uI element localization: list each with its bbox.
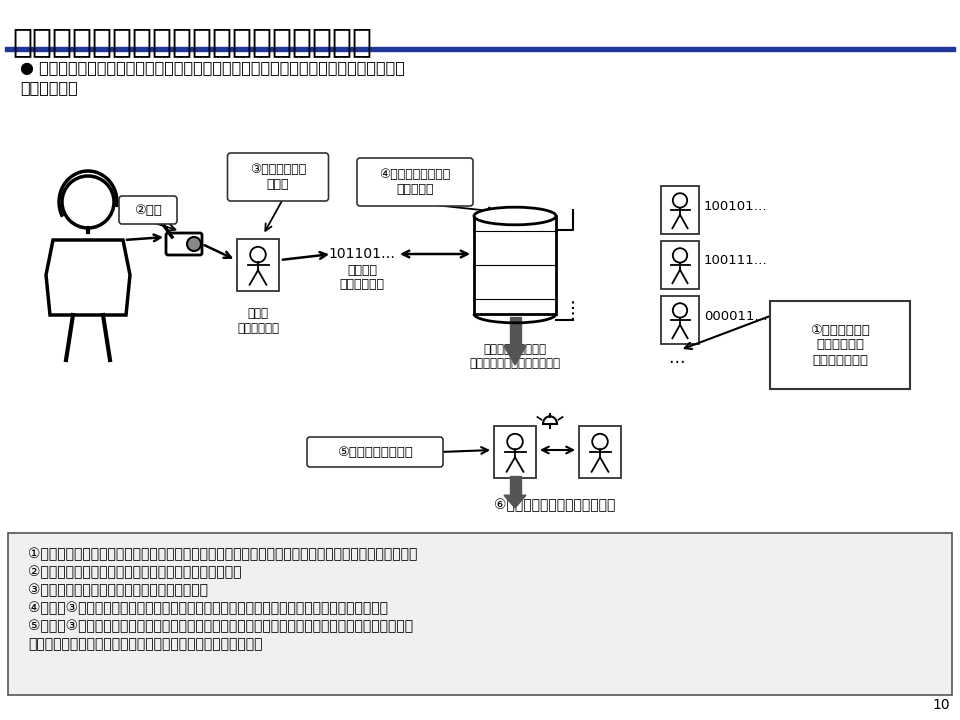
FancyBboxPatch shape <box>166 233 202 255</box>
Ellipse shape <box>474 207 556 225</box>
Text: ③　撮影された顔画像から顔特徴データを抽出: ③ 撮影された顔画像から顔特徴データを抽出 <box>28 583 208 597</box>
FancyBboxPatch shape <box>119 196 177 224</box>
Polygon shape <box>504 346 526 365</box>
Circle shape <box>592 433 608 449</box>
Circle shape <box>62 176 114 228</box>
Text: 顔識別機能付きカメラシステムについて: 顔識別機能付きカメラシステムについて <box>12 25 372 58</box>
Text: ①事前に顔特徴
データを登録
（個人データ）: ①事前に顔特徴 データを登録 （個人データ） <box>810 323 870 366</box>
Text: 10: 10 <box>932 698 950 712</box>
Polygon shape <box>46 240 130 315</box>
Circle shape <box>507 433 523 449</box>
Text: 100101…: 100101… <box>704 199 768 212</box>
Text: テムである。: テムである。 <box>20 80 78 95</box>
FancyBboxPatch shape <box>307 437 443 467</box>
Text: ②　検知したい場所にカメラを設置し、通行者等を撮影: ② 検知したい場所にカメラを設置し、通行者等を撮影 <box>28 565 242 579</box>
Text: ④　上記③で抽出した顔特徴データを、照合用データベースに登録された顔特徴データと照合: ④ 上記③で抽出した顔特徴データを、照合用データベースに登録された顔特徴データと… <box>28 601 388 615</box>
Bar <box>661 186 699 234</box>
Text: 顔画像
（個人情報）: 顔画像 （個人情報） <box>237 307 279 335</box>
Bar <box>510 476 520 495</box>
Circle shape <box>187 237 201 251</box>
Text: ⑥被検知者への見守り対応など: ⑥被検知者への見守り対応など <box>494 498 615 512</box>
Circle shape <box>673 248 687 263</box>
Text: ②撮影: ②撮影 <box>134 204 162 217</box>
Text: 101101…: 101101… <box>328 247 396 261</box>
Text: ①　検知対象者を定め、事前にその者の顔画像から顔特徴データを抽出し、照合用データベースに登録: ① 検知対象者を定め、事前にその者の顔画像から顔特徴データを抽出し、照合用データ… <box>28 547 418 561</box>
Text: （個人情報）: （個人情報） <box>340 277 385 290</box>
Text: ③顔特徴データ
の抽出: ③顔特徴データ の抽出 <box>250 163 306 191</box>
Bar <box>661 296 699 344</box>
Bar <box>474 216 556 314</box>
FancyBboxPatch shape <box>228 153 328 201</box>
Ellipse shape <box>474 207 556 225</box>
Bar <box>494 426 536 478</box>
Bar <box>510 317 520 346</box>
Bar <box>661 241 699 289</box>
Text: ④照合用データベー
スとの照合: ④照合用データベー スとの照合 <box>379 168 450 196</box>
Bar <box>237 239 279 291</box>
Circle shape <box>251 247 266 262</box>
Text: スに登録されていた場合にシステムが検知（アラート通知等）: スに登録されていた場合にシステムが検知（アラート通知等） <box>28 637 262 651</box>
Text: 顔特徴量: 顔特徴量 <box>347 264 377 276</box>
Circle shape <box>673 303 687 318</box>
Text: ● 本文書が前提とする「顔識別機能付きカメラシステム」は、以下の仕組みを持つシス: ● 本文書が前提とする「顔識別機能付きカメラシステム」は、以下の仕組みを持つシス <box>20 60 405 75</box>
Text: ⑤　上記③で抽出した顔特徴データと同一人物である可能性が高い顔特徴データが照合用データベー: ⑤ 上記③で抽出した顔特徴データと同一人物である可能性が高い顔特徴データが照合用… <box>28 619 413 633</box>
Bar <box>8 533 952 695</box>
Bar <box>5 47 955 51</box>
Text: 照合用データベース: 照合用データベース <box>484 343 546 356</box>
Text: 000011…: 000011… <box>704 310 768 323</box>
Bar <box>579 426 621 478</box>
Text: ⑤検知対象者の検知: ⑤検知対象者の検知 <box>337 446 413 459</box>
Bar <box>770 301 910 389</box>
Circle shape <box>673 193 687 207</box>
Text: …: … <box>668 349 684 367</box>
Polygon shape <box>504 495 526 508</box>
Text: 100111…: 100111… <box>704 254 768 268</box>
Text: （個人情報データベース等）: （個人情報データベース等） <box>469 357 561 370</box>
FancyBboxPatch shape <box>357 158 473 206</box>
